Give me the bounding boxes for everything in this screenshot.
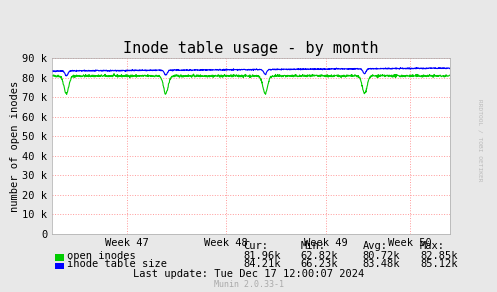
Title: Inode table usage - by month: Inode table usage - by month [123, 41, 379, 56]
Text: inode table size: inode table size [67, 259, 167, 269]
Text: 85.12k: 85.12k [420, 259, 457, 269]
Text: RRDTOOL / TOBI OETIKER: RRDTOOL / TOBI OETIKER [477, 99, 482, 181]
Text: 83.48k: 83.48k [363, 259, 400, 269]
Text: Avg:: Avg: [363, 241, 388, 251]
Text: Min:: Min: [301, 241, 326, 251]
Text: Cur:: Cur: [244, 241, 268, 251]
Text: Max:: Max: [420, 241, 445, 251]
Text: 80.72k: 80.72k [363, 251, 400, 261]
Y-axis label: number of open inodes: number of open inodes [9, 80, 19, 212]
Text: Munin 2.0.33-1: Munin 2.0.33-1 [214, 280, 283, 289]
Text: 81.96k: 81.96k [244, 251, 281, 261]
Text: 62.82k: 62.82k [301, 251, 338, 261]
Text: 66.23k: 66.23k [301, 259, 338, 269]
Text: 82.85k: 82.85k [420, 251, 457, 261]
Text: Last update: Tue Dec 17 12:00:07 2024: Last update: Tue Dec 17 12:00:07 2024 [133, 269, 364, 279]
Text: 84.21k: 84.21k [244, 259, 281, 269]
Text: open inodes: open inodes [67, 251, 136, 261]
